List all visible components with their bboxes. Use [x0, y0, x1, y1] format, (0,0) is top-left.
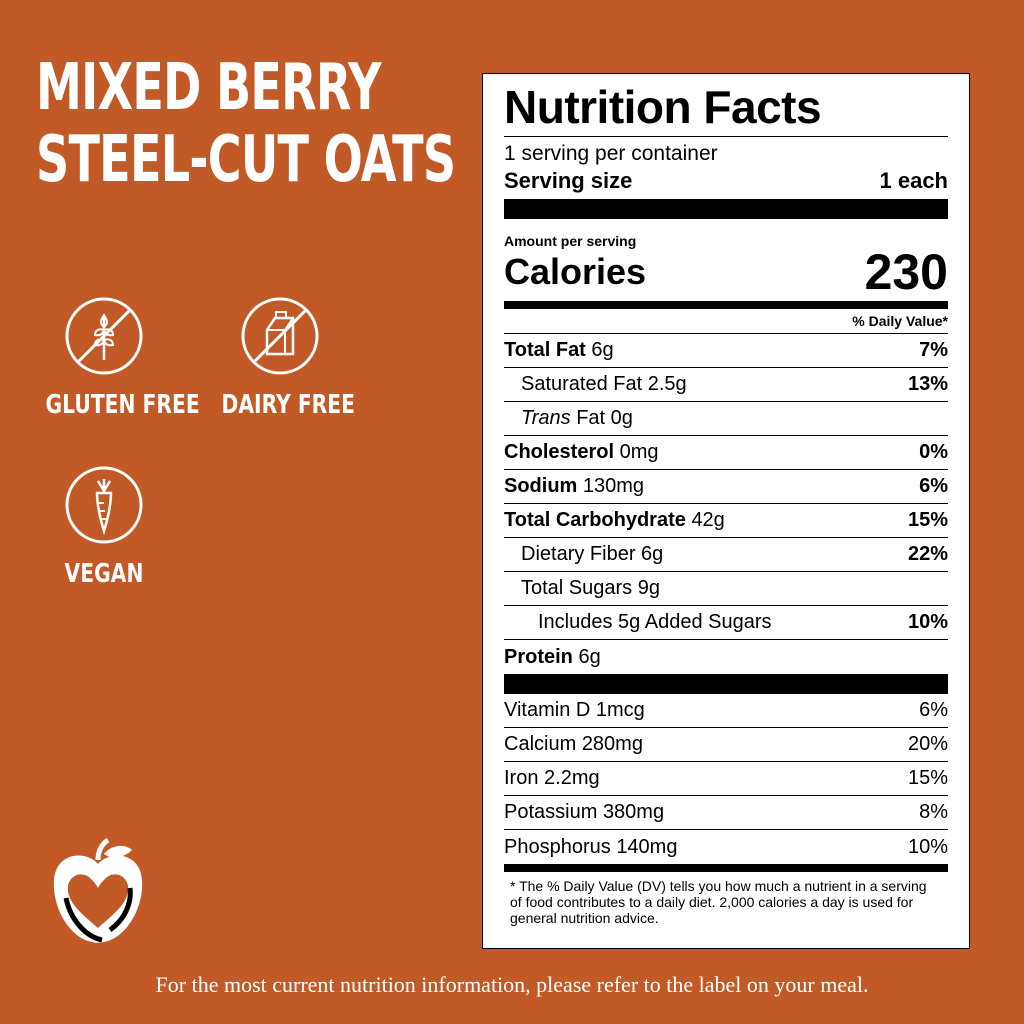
dairy-free-label: DAIRY FREE: [221, 390, 356, 420]
nutrition-facts-title: Nutrition Facts: [504, 82, 948, 137]
calories-value: 230: [864, 244, 948, 300]
nutrient-row-total-fat: Total Fat 6g 7%: [504, 334, 948, 368]
nutrient-row-dietary-fiber: Dietary Fiber 6g 22%: [504, 538, 948, 572]
vitamin-name: Iron: [504, 767, 539, 789]
vegan-badge: VEGAN: [29, 465, 179, 589]
carrot-icon: [65, 466, 143, 544]
vegan-label: VEGAN: [64, 559, 144, 589]
nutrient-row-protein: Protein 6g: [504, 640, 948, 674]
nutrient-name: Cholesterol: [504, 441, 615, 463]
nutrient-name: Saturated Fat: [521, 373, 643, 395]
gluten-free-badge: GLUTEN FREE: [29, 296, 200, 420]
nutrient-name: Protein: [504, 645, 573, 668]
nutrition-facts-label: Nutrition Facts 1 serving per container …: [482, 73, 970, 949]
gluten-free-label: GLUTEN FREE: [45, 390, 200, 420]
serving-size-label: Serving size: [504, 168, 633, 193]
daily-value-header: % Daily Value*: [504, 309, 948, 334]
nutrient-name-italic: Trans: [521, 407, 571, 429]
nutrient-row-saturated-fat: Saturated Fat 2.5g 13%: [504, 368, 948, 402]
nutrient-name: Total Sugars: [521, 577, 633, 599]
vitamin-name: Calcium: [504, 733, 577, 755]
nutrient-row-sodium: Sodium 130mg 6%: [504, 470, 948, 504]
nutrient-row-cholesterol: Cholesterol 0mg 0%: [504, 436, 948, 470]
vitamin-dv: 15%: [907, 767, 948, 789]
vitamin-amount: 140mg: [616, 835, 678, 858]
nutrient-amount: 42g: [691, 509, 725, 531]
nutrient-row-trans-fat: Trans Fat 0g: [504, 402, 948, 436]
nutrient-dv: 10%: [907, 611, 948, 633]
divider-thick: [504, 199, 948, 219]
divider-medium: [504, 301, 948, 309]
nutrient-name: Fat: [576, 407, 606, 429]
vitamin-dv: 8%: [919, 801, 948, 823]
nutrient-row-added-sugars: Includes 5g Added Sugars 10%: [504, 606, 948, 640]
milk-carton-crossed-icon: [241, 297, 319, 375]
vitamin-name: Vitamin D: [504, 699, 591, 721]
serving-size-row: Serving size 1 each: [504, 167, 948, 195]
divider-thick: [504, 674, 948, 694]
vitamin-name: Phosphorus: [504, 835, 611, 858]
vitamin-row-iron: Iron 2.2mg 15%: [504, 762, 948, 796]
product-title-line1: MIXED BERRY: [36, 51, 382, 125]
dairy-free-badge: DAIRY FREE: [205, 296, 355, 420]
apple-heart-logo: [53, 838, 143, 943]
nutrient-dv: 13%: [907, 373, 948, 395]
vitamin-row-phosphorus: Phosphorus 140mg 10%: [504, 830, 948, 864]
nutrient-name: Dietary Fiber: [521, 543, 636, 565]
nutrient-name: Total Carbohydrate: [504, 509, 686, 531]
calories-row: Calories 230: [504, 244, 948, 300]
nutrient-amount: 6g: [641, 543, 664, 565]
calories-label: Calories: [504, 251, 647, 292]
servings-per-container: 1 serving per container: [504, 142, 718, 165]
nutrient-dv: 15%: [907, 509, 948, 531]
nutrient-amount: 9g: [637, 577, 660, 599]
nutrient-row-total-sugars: Total Sugars 9g: [504, 572, 948, 606]
nutrient-amount: 2.5g: [647, 373, 687, 395]
nutrient-row-total-carbohydrate: Total Carbohydrate 42g 15%: [504, 504, 948, 538]
product-title-line2: STEEL-CUT OATS: [36, 123, 456, 197]
amount-per-serving: Amount per serving: [504, 233, 637, 249]
nutrient-amount: 130mg: [582, 475, 645, 497]
vitamins-section: Vitamin D 1mcg 6% Calcium 280mg 20% Iron…: [504, 694, 948, 864]
vitamin-amount: 2.2mg: [544, 767, 600, 789]
vitamin-amount: 280mg: [581, 733, 643, 755]
product-title: MIXED BERRY STEEL-CUT OATS: [36, 51, 456, 197]
serving-size-value: 1 each: [879, 168, 949, 193]
nutrient-amount: 6g: [591, 339, 614, 361]
nutrient-dv: 22%: [907, 543, 948, 565]
nutrient-amount: 0mg: [619, 441, 659, 463]
vitamin-amount: 380mg: [602, 801, 665, 823]
vitamin-amount: 1mcg: [595, 699, 645, 721]
divider-medium: [504, 864, 948, 872]
nutrient-name: Sodium: [504, 475, 578, 497]
nutrient-dv: 6%: [919, 475, 948, 497]
nutrient-amount: 6g: [578, 645, 601, 668]
footer-note: For the most current nutrition informati…: [155, 972, 869, 997]
wheat-crossed-icon: [65, 297, 143, 375]
nutrient-name: Total Fat: [504, 339, 586, 361]
nutrient-name: Includes 5g Added Sugars: [538, 611, 772, 633]
nutrient-dv: 0%: [919, 441, 948, 463]
nutrient-amount: 0g: [610, 407, 633, 429]
daily-value-footnote: * The % Daily Value (DV) tells you how m…: [510, 878, 927, 926]
nutrient-dv: 7%: [919, 339, 948, 361]
vitamin-dv: 6%: [919, 699, 948, 721]
vitamin-row-vitamin-d: Vitamin D 1mcg 6%: [504, 694, 948, 728]
vitamin-row-potassium: Potassium 380mg 8%: [504, 796, 948, 830]
vitamin-dv: 20%: [907, 733, 948, 755]
vitamin-dv: 10%: [907, 835, 948, 858]
vitamin-name: Potassium: [504, 801, 598, 823]
vitamin-row-calcium: Calcium 280mg 20%: [504, 728, 948, 762]
